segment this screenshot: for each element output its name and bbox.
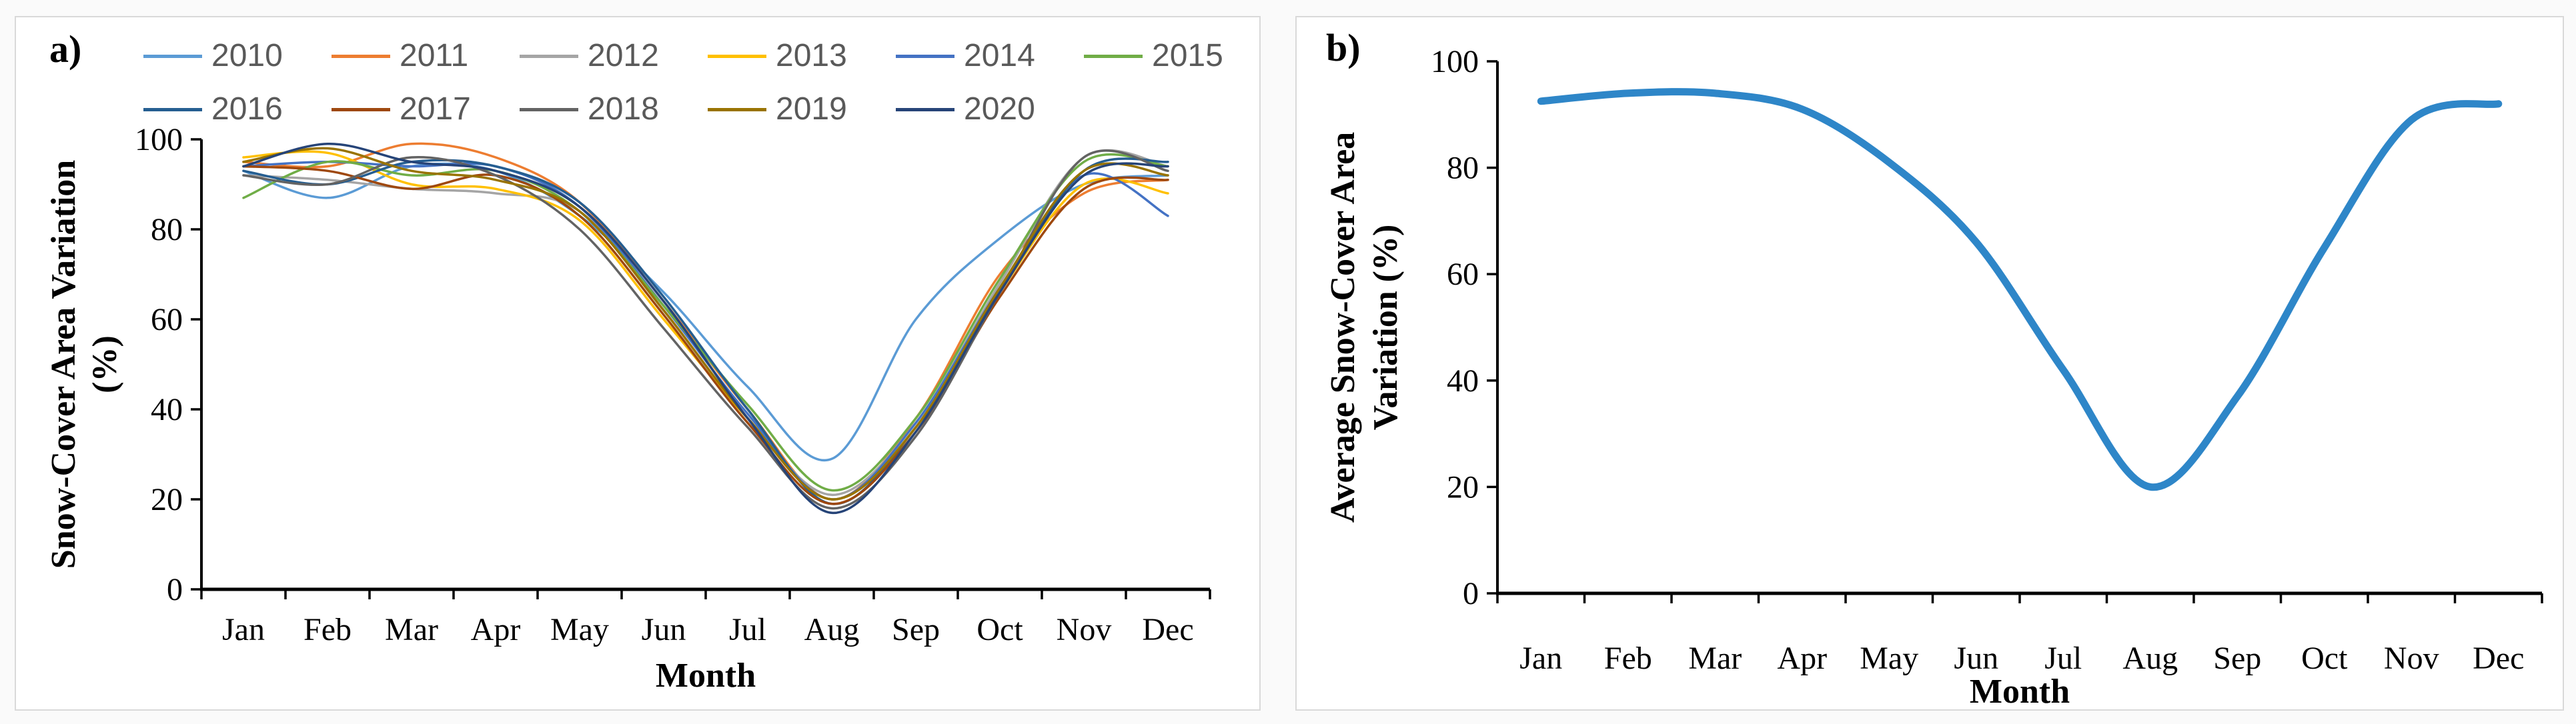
chart-a-plot: 0 20 40 60 80 100 Jan Feb Mar Apr May Jun Jul Aug Sep O… xyxy=(45,122,1211,695)
x-tick-label: Mar xyxy=(1688,641,1742,676)
x-tick-label: Feb xyxy=(303,612,352,647)
y-axis-title-line-1: Snow-Cover Area Variation xyxy=(45,160,83,569)
y-axis-title-line-2: (%) xyxy=(86,335,124,393)
series-line-2014 xyxy=(242,161,1169,501)
x-tick-label: Apr xyxy=(1777,641,1827,676)
x-axis-title: Month xyxy=(1970,673,2070,709)
series-line-2011 xyxy=(242,142,1169,501)
legend-swatch-2010 xyxy=(143,54,202,58)
chart-b-plot: 0 20 40 60 80 100 Jan Feb Mar Apr May Jun Jul Aug Sep O… xyxy=(1324,44,2543,709)
legend-swatch-2020 xyxy=(896,107,954,111)
series-line-2016 xyxy=(242,157,1169,505)
legend-item-label: 2010 xyxy=(211,38,283,73)
legend-swatch-2016 xyxy=(143,107,202,111)
series-line-2018 xyxy=(242,149,1169,510)
legend-item-label: 2011 xyxy=(400,38,469,73)
legend-item-label: 2015 xyxy=(1152,38,1223,73)
x-tick-label: Dec xyxy=(1142,612,1193,647)
y-tick-label: 100 xyxy=(135,122,183,157)
y-tick-label: 60 xyxy=(1447,257,1479,292)
legend-item-label: 2019 xyxy=(776,91,847,127)
panel-b-label: b) xyxy=(1326,26,1361,69)
legend-swatch-2019 xyxy=(708,107,766,111)
x-tick-label: Jul xyxy=(729,612,766,647)
x-tick-label: Sep xyxy=(892,612,940,647)
legend-swatch-2012 xyxy=(520,54,578,58)
series-line-2013 xyxy=(242,150,1169,501)
legend-item-2019: 2019 xyxy=(708,91,896,128)
x-tick-label: Aug xyxy=(2122,641,2178,676)
y-tick-label: 40 xyxy=(151,392,183,427)
legend-item-2012: 2012 xyxy=(520,37,708,75)
x-tick-label: Sep xyxy=(2213,641,2261,676)
legend-swatch-2018 xyxy=(520,107,578,111)
series-line-2012 xyxy=(242,149,1169,497)
legend-item-2010: 2010 xyxy=(143,37,332,75)
x-tick-label: Mar xyxy=(385,612,438,647)
x-tick-label: Jun xyxy=(642,612,686,647)
legend-item-2018: 2018 xyxy=(520,91,708,128)
legend-item-2020: 2020 xyxy=(896,91,1084,128)
panel-a-label: a) xyxy=(49,27,82,71)
legend-row-2: 2016 2017 2018 2019 2020 xyxy=(143,91,1084,128)
y-axis-title-line-2: Variation (%) xyxy=(1367,225,1405,431)
legend-item-label: 2012 xyxy=(588,38,659,73)
x-tick-label: Apr xyxy=(471,612,521,647)
y-tick-label: 40 xyxy=(1447,363,1479,399)
legend-item-label: 2018 xyxy=(588,91,659,127)
y-tick-label: 80 xyxy=(1447,151,1479,186)
legend-item-2016: 2016 xyxy=(143,91,332,128)
legend-item-2015: 2015 xyxy=(1084,37,1272,75)
x-tick-label: Jan xyxy=(1519,641,1562,676)
legend-item-2011: 2011 xyxy=(332,37,520,75)
x-tick-label: May xyxy=(550,612,609,647)
y-tick-label: 0 xyxy=(167,572,183,607)
legend-item-2013: 2013 xyxy=(708,37,896,75)
x-tick-label: Oct xyxy=(977,612,1023,647)
legend-swatch-2013 xyxy=(708,54,766,58)
panel-b: b) 0 20 40 60 80 100 Jan Feb Mar Apr May Jun Jul Aug S… xyxy=(1295,16,2564,711)
x-tick-label: Aug xyxy=(804,612,860,647)
x-tick-label: Oct xyxy=(2301,641,2348,676)
panel-a: a) 2010 2011 2012 2013 2014 2015 2016 2017 2018 2… xyxy=(15,16,1261,711)
x-axis-title: Month xyxy=(656,657,756,695)
x-tick-label: Feb xyxy=(1604,641,1652,676)
legend-row-1: 2010 2011 2012 2013 2014 2015 xyxy=(143,37,1272,75)
legend-item-2014: 2014 xyxy=(896,37,1084,75)
y-axis-title-line-1: Average Snow-Cover Area xyxy=(1324,132,1362,523)
series-line-2019 xyxy=(242,147,1169,501)
x-tick-label: Jan xyxy=(222,612,265,647)
series-line-2010 xyxy=(242,162,1169,462)
legend-item-label: 2017 xyxy=(400,91,471,127)
series-line-2015 xyxy=(242,153,1169,492)
y-tick-label: 60 xyxy=(151,302,183,337)
y-tick-label: 80 xyxy=(151,212,183,247)
legend-item-label: 2014 xyxy=(964,38,1035,73)
x-tick-label: Jul xyxy=(2044,641,2082,676)
y-tick-label: 100 xyxy=(1431,44,1479,79)
legend-swatch-2014 xyxy=(896,54,954,58)
x-tick-label: Nov xyxy=(1057,612,1112,647)
x-tick-label: Nov xyxy=(2384,641,2439,676)
x-tick-label: Jun xyxy=(1954,641,1998,676)
x-tick-label: May xyxy=(1860,641,1918,676)
legend-item-2017: 2017 xyxy=(332,91,520,128)
x-tick-label: Dec xyxy=(2473,641,2524,676)
series-line-2020 xyxy=(242,143,1169,515)
y-tick-label: 0 xyxy=(1463,576,1479,611)
legend-swatch-2017 xyxy=(332,107,390,111)
legend-swatch-2015 xyxy=(1084,54,1143,58)
y-tick-label: 20 xyxy=(1447,469,1479,505)
y-tick-label: 20 xyxy=(151,482,183,517)
legend-item-label: 2013 xyxy=(776,38,847,73)
legend-item-label: 2020 xyxy=(964,91,1035,127)
series-line-Average xyxy=(1537,88,2503,491)
legend-item-label: 2016 xyxy=(211,91,283,127)
legend-swatch-2011 xyxy=(332,54,390,58)
series-line-2017 xyxy=(242,165,1169,505)
